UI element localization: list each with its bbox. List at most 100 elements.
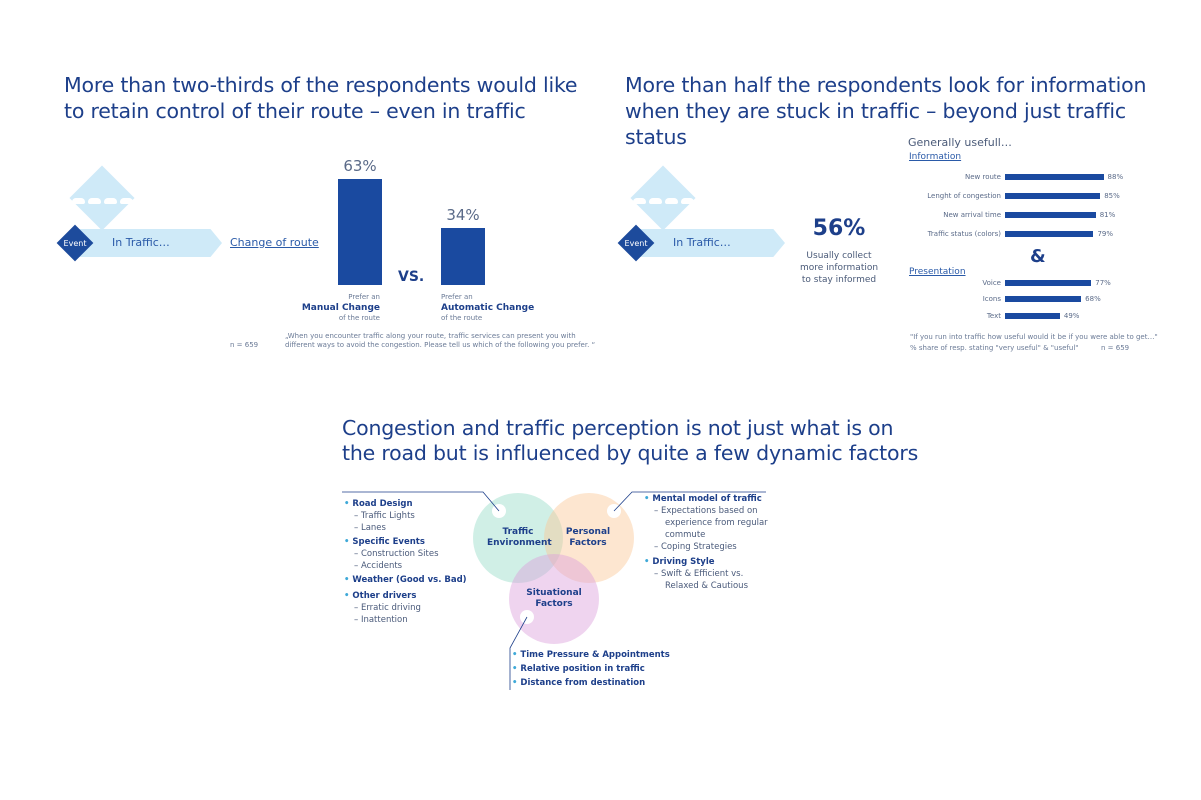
bar-category-label: Text [986, 312, 1001, 320]
bar-value-label: 68% [1085, 295, 1101, 303]
list-item: Relative position in traffic [512, 662, 670, 676]
car-icon [633, 198, 646, 204]
list-item: Inattention [344, 614, 467, 626]
big-percentage: 56% [812, 216, 866, 241]
list-item: Swift & Efficient vs. [644, 568, 768, 580]
panel3-title-line1: Congestion and traffic perception is not… [342, 416, 894, 440]
list-item: Specific Events [344, 536, 467, 548]
panel2-title-line3: status [625, 125, 687, 149]
panel3-title-line2: the road but is influenced by quite a fe… [342, 441, 919, 465]
list-item: Weather (Good vs. Bad) [344, 574, 466, 586]
of-route-label: of the route [338, 314, 380, 322]
traffic-environment-label-l2: Environment [487, 538, 552, 548]
in-traffic-label: In Traffic… [112, 236, 170, 249]
bar-value-label: 81% [1099, 211, 1116, 219]
list-item: Time Pressure & Appointments [512, 648, 669, 662]
footnote-line2: % share of resp. stating "very useful" &… [910, 344, 1079, 352]
bar-category-label: New arrival time [943, 211, 1001, 219]
car-icon [72, 198, 85, 204]
bar-value-label: 85% [1104, 192, 1120, 200]
list-item: Accidents [344, 560, 467, 572]
list-item: Road Design [344, 498, 467, 510]
situational-factors-label-l2: Factors [535, 599, 573, 609]
panel1-title-line2: to retain control of their route – even … [64, 99, 526, 123]
list-item: Construction Sites [344, 548, 467, 560]
event-label: Event [624, 239, 648, 248]
bar-category-label: Lenght of congestion [927, 192, 1001, 200]
bar-new-arrival-time [1005, 212, 1096, 218]
question-line2: different ways to avoid the congestion. … [285, 341, 596, 349]
bar-traffic-status-colors- [1005, 231, 1094, 237]
car-icon [88, 198, 101, 204]
situational-factors-list: Time Pressure & Appointments Relative po… [512, 648, 670, 690]
list-item: commute [665, 530, 706, 540]
list-item: Expectations based on [644, 505, 768, 517]
personal-factors-label-l1: Personal [565, 527, 611, 537]
personal-factors-label-l2: Factors [569, 538, 607, 548]
bar-category-label: Voice [982, 279, 1001, 287]
in-traffic-arrow [639, 229, 785, 257]
bar-icons [1005, 296, 1082, 302]
car-icon [649, 198, 662, 204]
footnote-line1: "If you run into traffic how useful woul… [910, 333, 1158, 341]
prefer-label: Prefer an [441, 293, 473, 301]
in-traffic-arrow [78, 229, 222, 257]
bar-value-label: 77% [1095, 279, 1111, 287]
car-icon [665, 198, 678, 204]
manual-change-label: Manual Change [301, 303, 380, 313]
chart-title: Generally usefull… [908, 136, 1012, 149]
sample-size: n = 659 [230, 341, 259, 349]
bar-value-label: 79% [1097, 230, 1114, 238]
car-icon [120, 198, 133, 204]
usually-line3: to stay informed [801, 275, 877, 285]
in-traffic-label: In Traffic… [673, 236, 731, 249]
situational-factors-label-l1: Situational [526, 588, 582, 598]
change-of-route-link[interactable]: Change of route [230, 236, 319, 249]
usually-line1: Usually collect [806, 251, 872, 261]
car-icon [104, 198, 117, 204]
information-group-label: Information [909, 152, 962, 162]
list-item: Mental model of traffic [644, 493, 768, 505]
traffic-environment-circle [473, 493, 563, 583]
bar-value-label: 88% [1107, 173, 1124, 181]
presentation-group-label: Presentation [909, 267, 966, 277]
bar-value-label-automatic: 34% [446, 205, 480, 224]
list-item: experience from regular [665, 518, 768, 528]
bar-voice [1005, 280, 1092, 286]
list-item: Traffic Lights [344, 510, 467, 522]
bar-new-route [1005, 174, 1104, 180]
bar-lenght-of-congestion [1005, 193, 1101, 199]
bar-category-label: Traffic status (colors) [927, 230, 1001, 238]
panel2-title-line1: More than half the respondents look for … [625, 73, 1147, 97]
panel1-title-line1: More than two-thirds of the respondents … [64, 73, 578, 97]
list-item: Relaxed & Cautious [665, 581, 748, 591]
list-item: Coping Strategies [644, 541, 768, 553]
question-line1: „When you encounter traffic along your r… [285, 332, 576, 340]
personal-factors-list: Mental model of traffic Expectations bas… [644, 493, 768, 592]
bar-value-label: 49% [1063, 312, 1080, 320]
event-label: Event [63, 239, 87, 248]
bar-manual-change [338, 179, 382, 285]
usually-line2: more information [799, 263, 879, 273]
list-item: Erratic driving [344, 602, 467, 614]
vs-label: VS. [398, 269, 425, 285]
bar-category-label: New route [965, 173, 1001, 181]
bar-value-label-manual: 63% [343, 157, 377, 176]
list-item: Distance from destination [512, 676, 670, 690]
bar-category-label: Icons [982, 295, 1001, 303]
car-icon [681, 198, 694, 204]
automatic-change-label: Automatic Change [441, 303, 535, 313]
prefer-label: Prefer an [348, 293, 380, 301]
bar-automatic-change [441, 227, 485, 285]
panel2-title-line2: when they are stuck in traffic – beyond … [625, 99, 1126, 123]
ampersand: & [1030, 246, 1046, 267]
of-route-label: of the route [441, 314, 483, 322]
bar-text [1005, 313, 1060, 319]
traffic-environment-list: Road Design Traffic Lights Lanes Specifi… [344, 498, 467, 626]
sample-size: n = 659 [1101, 344, 1130, 352]
situational-factors-circle [509, 554, 599, 644]
list-item: Lanes [344, 522, 467, 534]
list-item: Driving Style [644, 556, 768, 568]
traffic-environment-label-l1: Traffic [502, 527, 534, 537]
